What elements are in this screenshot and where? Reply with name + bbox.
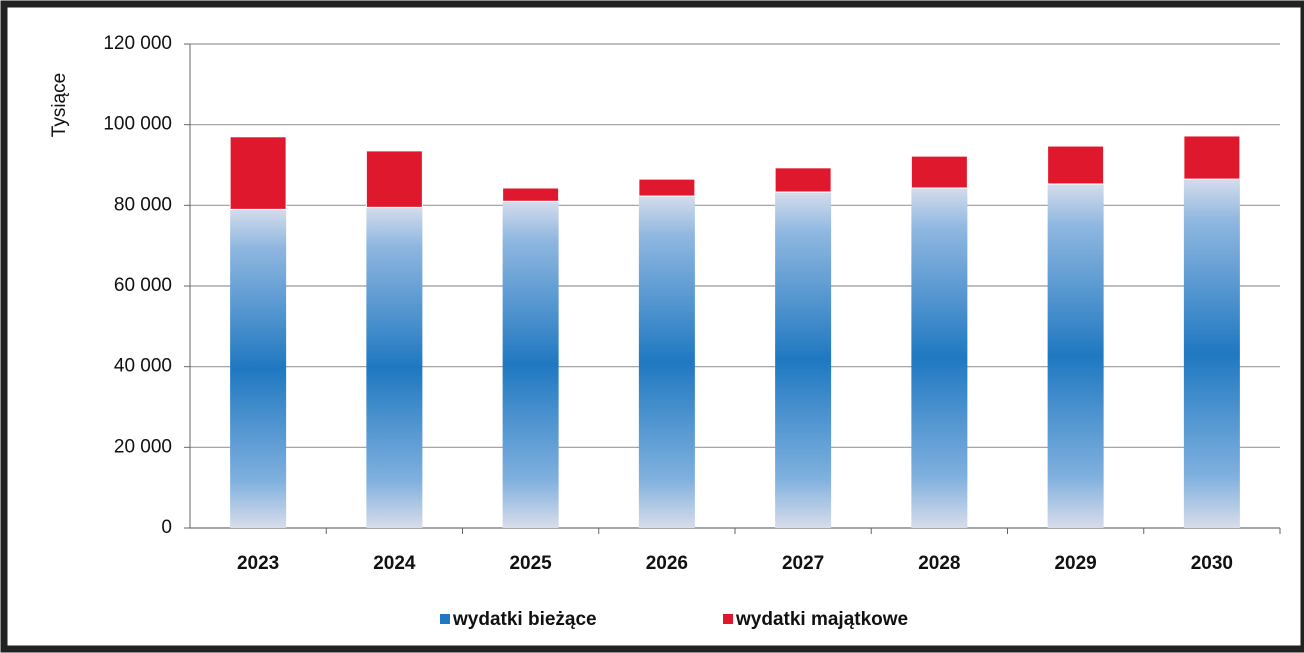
bar-segment bbox=[1183, 135, 1241, 180]
y-tick-label: 100 000 bbox=[103, 114, 172, 135]
bar-segment bbox=[638, 178, 696, 197]
x-tick-label: 2030 bbox=[1191, 553, 1233, 574]
bar-segment bbox=[910, 155, 968, 189]
x-tick-label: 2026 bbox=[646, 553, 688, 574]
y-tick-label: 20 000 bbox=[114, 436, 172, 457]
x-tick-label: 2029 bbox=[1054, 553, 1096, 574]
legend-swatch bbox=[440, 614, 450, 624]
legend-label: wydatki bieżące bbox=[452, 609, 597, 630]
y-tick-label: 40 000 bbox=[114, 356, 172, 377]
bar-segment bbox=[774, 167, 832, 193]
y-tick-label: 80 000 bbox=[114, 194, 172, 215]
y-tick-label: 0 bbox=[161, 517, 172, 538]
bar-segment bbox=[1047, 145, 1105, 185]
bar-segment bbox=[229, 136, 287, 210]
bar-segment bbox=[775, 192, 832, 529]
bar-segment bbox=[366, 207, 423, 528]
bar-segment bbox=[365, 150, 423, 208]
bar-segment bbox=[502, 187, 560, 202]
y-axis-label: Tysiące bbox=[49, 73, 70, 137]
x-tick-label: 2027 bbox=[782, 553, 824, 574]
y-tick-label: 120 000 bbox=[103, 33, 172, 54]
bar-segment bbox=[502, 201, 559, 529]
bar-segment bbox=[1183, 179, 1240, 528]
bar-segment bbox=[638, 196, 695, 528]
legend-swatch bbox=[723, 614, 733, 624]
x-tick-label: 2024 bbox=[373, 553, 416, 574]
x-tick-label: 2025 bbox=[509, 553, 552, 574]
bar-segment bbox=[230, 209, 287, 528]
bar-segment bbox=[1047, 183, 1104, 528]
x-tick-label: 2028 bbox=[918, 553, 960, 574]
y-tick-label: 60 000 bbox=[114, 275, 172, 296]
legend-label: wydatki majątkowe bbox=[735, 609, 908, 630]
bar-segment bbox=[911, 187, 968, 529]
x-tick-label: 2023 bbox=[237, 553, 279, 574]
